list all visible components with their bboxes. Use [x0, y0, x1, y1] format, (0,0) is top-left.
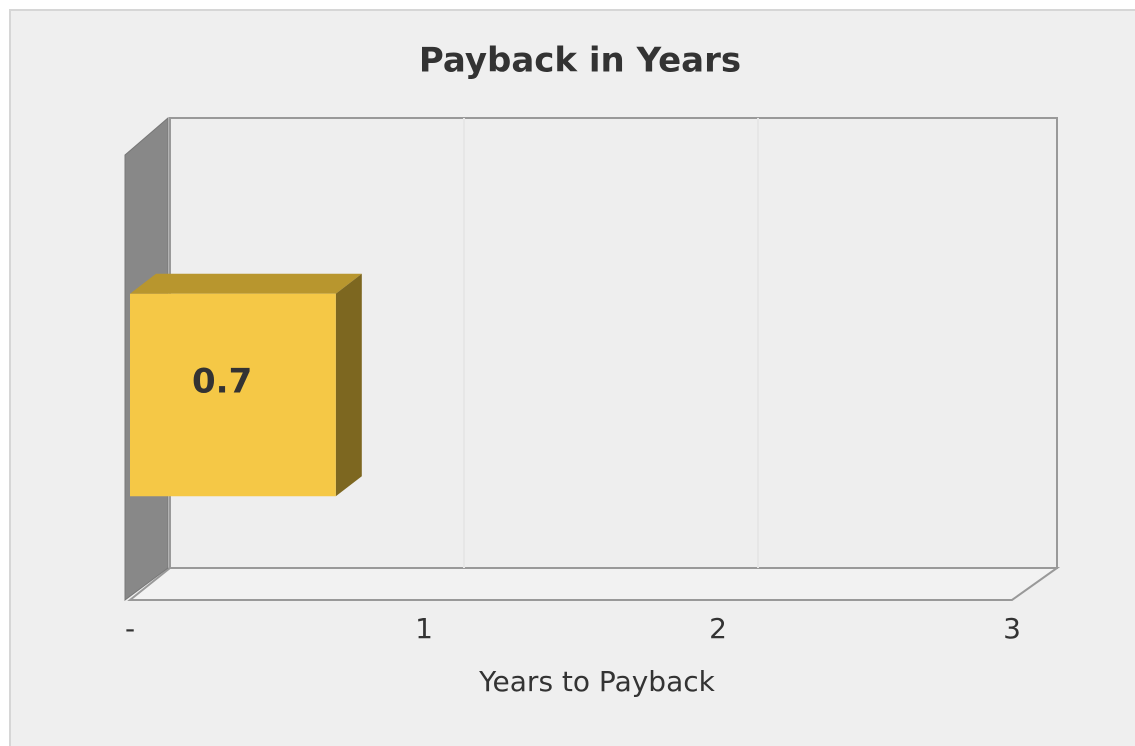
x-tick-label: -	[125, 612, 135, 645]
bar-side	[335, 273, 362, 497]
bar-top	[130, 273, 362, 294]
bar-front	[130, 293, 336, 497]
plot: - 1 2 3 0.7	[124, 116, 1061, 645]
floor	[127, 567, 1061, 601]
x-tick-label: 1	[415, 612, 433, 645]
x-axis-label: Years to Payback	[478, 665, 715, 698]
bar: 0.7	[130, 273, 362, 497]
chart-title: Payback in Years	[419, 41, 741, 81]
value-label: 0.7	[192, 362, 252, 402]
x-tick-label: 2	[709, 612, 727, 645]
x-tick-label: 3	[1003, 612, 1021, 645]
